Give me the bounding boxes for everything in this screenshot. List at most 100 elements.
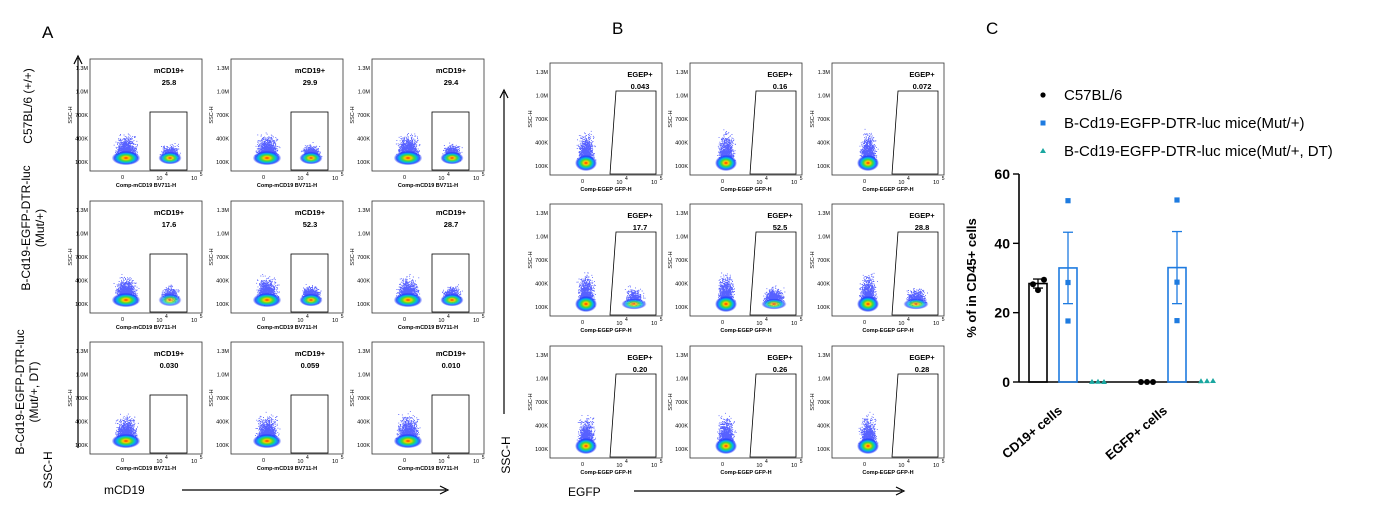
y-tick-label: 700K bbox=[75, 396, 88, 402]
x-tick-label: 4 bbox=[447, 455, 450, 461]
x-tick-label: 5 bbox=[942, 459, 945, 465]
x-axis-label: Comp-mCD19 BV711-H bbox=[257, 325, 317, 331]
panel-a-mcd19-label: mCD19 bbox=[104, 483, 145, 497]
data-point bbox=[1095, 378, 1101, 384]
flow-axis-y: 1.3M 1.0M 700K 400K 100K SSC-H bbox=[68, 66, 88, 166]
gate-label: mCD19+ bbox=[436, 349, 467, 358]
gate: mCD19+ 52.3 bbox=[290, 208, 329, 313]
y-axis-label: SSC-H bbox=[209, 389, 215, 406]
y-axis-label: SSC-H bbox=[68, 248, 74, 265]
flow-plot-frame bbox=[230, 200, 344, 314]
flow-density-blob bbox=[252, 433, 282, 449]
gate-outline bbox=[290, 394, 329, 454]
x-axis-label: Comp-mCD19 BV711-H bbox=[116, 466, 176, 472]
x-tick-label: 4 bbox=[907, 317, 910, 323]
y-axis-label: SSC-H bbox=[528, 393, 534, 410]
flow-density-blob-gated bbox=[158, 293, 182, 307]
flow-density-blob-gated bbox=[299, 293, 323, 307]
flow-plot-frame bbox=[89, 58, 203, 172]
y-tick-label: 1.3M bbox=[676, 211, 689, 217]
x-tick-label: 5 bbox=[800, 176, 803, 182]
y-tick-label: 1.0M bbox=[76, 90, 89, 96]
y-tick-label: 1.0M bbox=[818, 377, 831, 383]
y-tick-label: 100K bbox=[75, 302, 88, 308]
gate-value: 0.030 bbox=[160, 361, 179, 370]
row-label-2: B-Cd19-EGFP-DTR-luc (Mut/+) bbox=[19, 165, 47, 290]
y-tick-label: 100K bbox=[357, 160, 370, 166]
y-tick-label: 1.3M bbox=[217, 66, 230, 72]
data-point bbox=[1150, 379, 1156, 385]
data-point bbox=[1204, 378, 1210, 384]
data-point bbox=[1138, 379, 1144, 385]
flow-density-blob bbox=[575, 295, 597, 313]
gate: mCD19+ 29.9 bbox=[290, 66, 329, 171]
x-tick-label: 10 bbox=[791, 321, 797, 327]
flow-density-blob bbox=[111, 150, 141, 166]
gate-value: 0.16 bbox=[773, 82, 788, 91]
gate-label: mCD19+ bbox=[436, 208, 467, 217]
y-axis-label: SSC-H bbox=[350, 389, 356, 406]
x-tick-label: 4 bbox=[625, 317, 628, 323]
x-tick-label: 10 bbox=[191, 176, 197, 182]
flow-plot-frame bbox=[371, 58, 485, 172]
x-tick-label: 10 bbox=[898, 321, 904, 327]
y-tick-label: 1.0M bbox=[217, 90, 230, 96]
y-tick-label: 100K bbox=[535, 305, 548, 311]
y-tick-label: 700K bbox=[535, 117, 548, 123]
x-tick-label: 4 bbox=[907, 459, 910, 465]
y-tick-label: 1.0M bbox=[536, 377, 549, 383]
x-tick-label: 10 bbox=[651, 321, 657, 327]
y-tick-label: 100K bbox=[216, 443, 229, 449]
x-axis-label: Comp-mCD19 BV711-H bbox=[257, 466, 317, 472]
panel-label-b: B bbox=[612, 19, 623, 38]
x-tick-label: 4 bbox=[765, 317, 768, 323]
x-axis-label: Comp-EGEP GFP-H bbox=[862, 470, 913, 476]
data-point bbox=[1174, 318, 1180, 324]
x-tick-label: 4 bbox=[165, 172, 168, 178]
x-tick-label: 0 bbox=[581, 179, 584, 185]
bar bbox=[1028, 282, 1048, 383]
y-tick-label: 1.3M bbox=[217, 349, 230, 355]
x-tick-label: 10 bbox=[473, 459, 479, 465]
y-tick-label: 400K bbox=[75, 279, 88, 285]
gate-label: mCD19+ bbox=[295, 208, 326, 217]
gate: mCD19+ 0.030 bbox=[149, 349, 188, 454]
y-tick-label: 1.0M bbox=[217, 232, 230, 238]
x-tick-label: 4 bbox=[625, 176, 628, 182]
x-tick-label: 0 bbox=[262, 317, 265, 323]
flow-plot-frame bbox=[549, 345, 663, 459]
gate-label: mCD19+ bbox=[295, 66, 326, 75]
flow-plot-frame bbox=[549, 203, 663, 317]
y-tick-label: 700K bbox=[535, 258, 548, 264]
y-tick-label: 1.0M bbox=[676, 94, 689, 100]
gate-label: EGEP+ bbox=[627, 70, 653, 79]
flow-density-blob bbox=[393, 292, 423, 308]
panel-c-bar-chart: 0 20 40 60 % of in CD45+ cells CD19+ cells EGF… bbox=[964, 87, 1333, 463]
y-tick-label: 100K bbox=[817, 447, 830, 453]
gate-outline bbox=[749, 90, 797, 175]
panel-b-x-arrowhead bbox=[895, 486, 906, 496]
flow-density-blob bbox=[393, 433, 423, 449]
y-tick-label: 1.3M bbox=[217, 208, 230, 214]
row-label-3-line-1: B-Cd19-EGFP-DTR-luc bbox=[13, 329, 27, 454]
x-tick-label: 10 bbox=[791, 180, 797, 186]
y-tick-label: 400K bbox=[357, 279, 370, 285]
panel-b-ssc-label: SSC-H bbox=[499, 436, 513, 473]
series-3 bbox=[1089, 378, 1216, 384]
gate-value: 52.5 bbox=[773, 223, 788, 232]
y-tick-label: 400K bbox=[675, 282, 688, 288]
y-axis-label: SSC-H bbox=[668, 251, 674, 268]
y-tick-label: 100K bbox=[357, 443, 370, 449]
x-tick-label: 0 bbox=[863, 179, 866, 185]
x-tick-label: 10 bbox=[791, 463, 797, 469]
y-tick-label: 100K bbox=[357, 302, 370, 308]
y-axis-label: SSC-H bbox=[668, 393, 674, 410]
